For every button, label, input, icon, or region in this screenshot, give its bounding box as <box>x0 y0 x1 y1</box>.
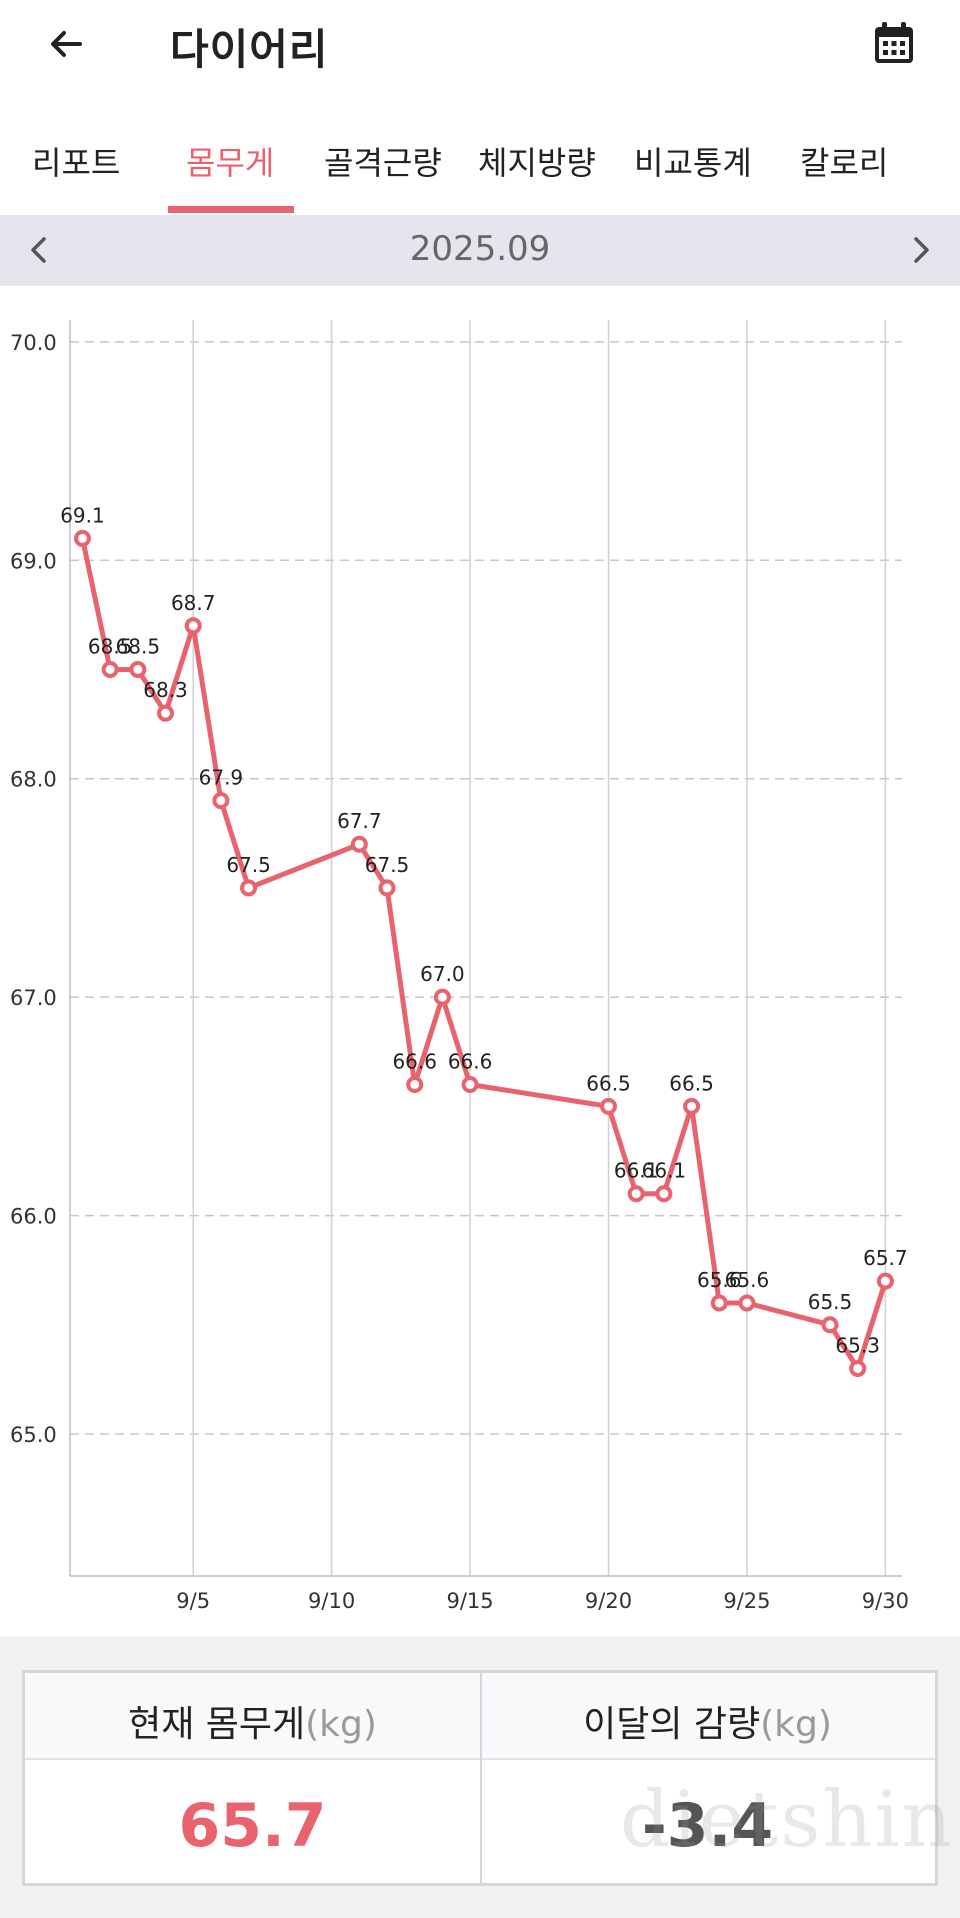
data-label: 65.6 <box>697 1268 742 1292</box>
tab-weight[interactable]: 몸무게 <box>186 144 275 182</box>
chevron-left-icon[interactable] <box>22 233 56 267</box>
data-point <box>101 660 119 678</box>
tab-calories[interactable]: 칼로리 <box>800 144 889 182</box>
data-point <box>433 988 451 1006</box>
data-point <box>600 1097 618 1115</box>
current-weight-value: 65.7 <box>178 1791 327 1861</box>
monthly-loss-label: 이달의 감량 <box>583 1704 761 1745</box>
data-point <box>184 617 202 635</box>
data-point <box>849 1359 867 1377</box>
active-tab-indicator <box>168 206 294 213</box>
data-point <box>655 1185 673 1203</box>
tab-report[interactable]: 리포트 <box>32 144 121 182</box>
data-label: 67.5 <box>226 853 271 877</box>
data-point <box>378 879 396 897</box>
data-label: 67.5 <box>365 853 410 877</box>
chevron-right-icon[interactable] <box>904 233 938 267</box>
summary-table: 현재 몸무게(kg) 이달의 감량(kg) 65.7 -3.4 <box>22 1670 938 1886</box>
data-point <box>240 879 258 897</box>
current-weight-header: 현재 몸무게(kg) <box>25 1695 480 1747</box>
weight-chart: 65.0 66.0 67.0 68.0 69.0 70.0 9/5 9/10 9/15 9/20 9… <box>0 286 960 1636</box>
data-point <box>406 1076 424 1094</box>
data-point <box>821 1316 839 1334</box>
tab-body-fat[interactable]: 체지방량 <box>478 144 596 182</box>
tab-compare-stats[interactable]: 비교통계 <box>634 144 752 182</box>
data-label: 67.0 <box>420 962 465 986</box>
current-weight-unit: (kg) <box>305 1704 377 1745</box>
weight-line-chart: 65.0 66.0 67.0 68.0 69.0 70.0 9/5 9/10 9/15 9/20 9… <box>10 320 909 1613</box>
data-label: 66.1 <box>614 1159 659 1183</box>
data-label: 65.5 <box>808 1290 853 1314</box>
y-tick-label: 70.0 <box>10 331 57 355</box>
data-label: 65.3 <box>835 1333 880 1357</box>
data-point <box>212 792 230 810</box>
monthly-loss-value: -3.4 <box>641 1791 774 1861</box>
x-tick-label: 9/30 <box>862 1589 909 1613</box>
data-label: 68.7 <box>171 591 216 615</box>
data-label: 67.9 <box>199 766 244 790</box>
data-label: 65.7 <box>863 1246 908 1270</box>
data-point <box>738 1294 756 1312</box>
x-tick-label: 9/10 <box>308 1589 355 1613</box>
data-label: 66.5 <box>669 1071 714 1095</box>
y-tick-label: 65.0 <box>10 1423 57 1447</box>
data-point <box>710 1294 728 1312</box>
tab-skeletal-muscle[interactable]: 골격근량 <box>324 144 442 182</box>
data-label: 68.5 <box>116 634 161 658</box>
top-app-bar: 다이어리 <box>0 0 960 95</box>
calendar-icon[interactable] <box>872 20 916 66</box>
data-point <box>683 1097 701 1115</box>
data-point <box>129 660 147 678</box>
page-title: 다이어리 <box>170 25 329 74</box>
data-point <box>627 1185 645 1203</box>
watermark-logo: dietshin.com <box>620 1775 960 1865</box>
data-point <box>461 1076 479 1094</box>
data-label: 66.5 <box>586 1071 631 1095</box>
data-label: 66.6 <box>448 1050 493 1074</box>
y-tick-label: 67.0 <box>10 986 57 1010</box>
summary-divider <box>480 1673 482 1883</box>
x-tick-label: 9/15 <box>446 1589 493 1613</box>
month-label: 2025.09 <box>409 229 551 269</box>
weight-series-line <box>79 535 888 1371</box>
data-label: 66.6 <box>392 1050 437 1074</box>
data-point <box>157 704 175 722</box>
data-label: 67.7 <box>337 809 382 833</box>
data-label: 68.5 <box>88 634 133 658</box>
x-tick-label: 9/20 <box>585 1589 632 1613</box>
y-tick-label: 69.0 <box>10 549 57 573</box>
data-label: 65.6 <box>725 1268 770 1292</box>
y-tick-label: 68.0 <box>10 768 57 792</box>
arrow-left-icon[interactable] <box>44 22 88 66</box>
data-label: 68.3 <box>143 678 188 702</box>
y-tick-label: 66.0 <box>10 1205 57 1229</box>
data-point <box>350 835 368 853</box>
monthly-loss-unit: (kg) <box>760 1704 832 1745</box>
data-point <box>876 1272 894 1290</box>
x-tick-label: 9/25 <box>723 1589 770 1613</box>
data-point <box>73 529 91 547</box>
monthly-loss-header: 이달의 감량(kg) <box>480 1695 935 1747</box>
data-label: 69.1 <box>60 503 105 527</box>
current-weight-label: 현재 몸무게 <box>128 1704 306 1745</box>
tab-bar: 리포트 몸무게 골격근량 체지방량 비교통계 칼로리 <box>0 120 960 214</box>
x-tick-label: 9/5 <box>176 1589 210 1613</box>
data-label: 66.1 <box>642 1159 687 1183</box>
month-navigator: 2025.09 <box>0 215 960 286</box>
